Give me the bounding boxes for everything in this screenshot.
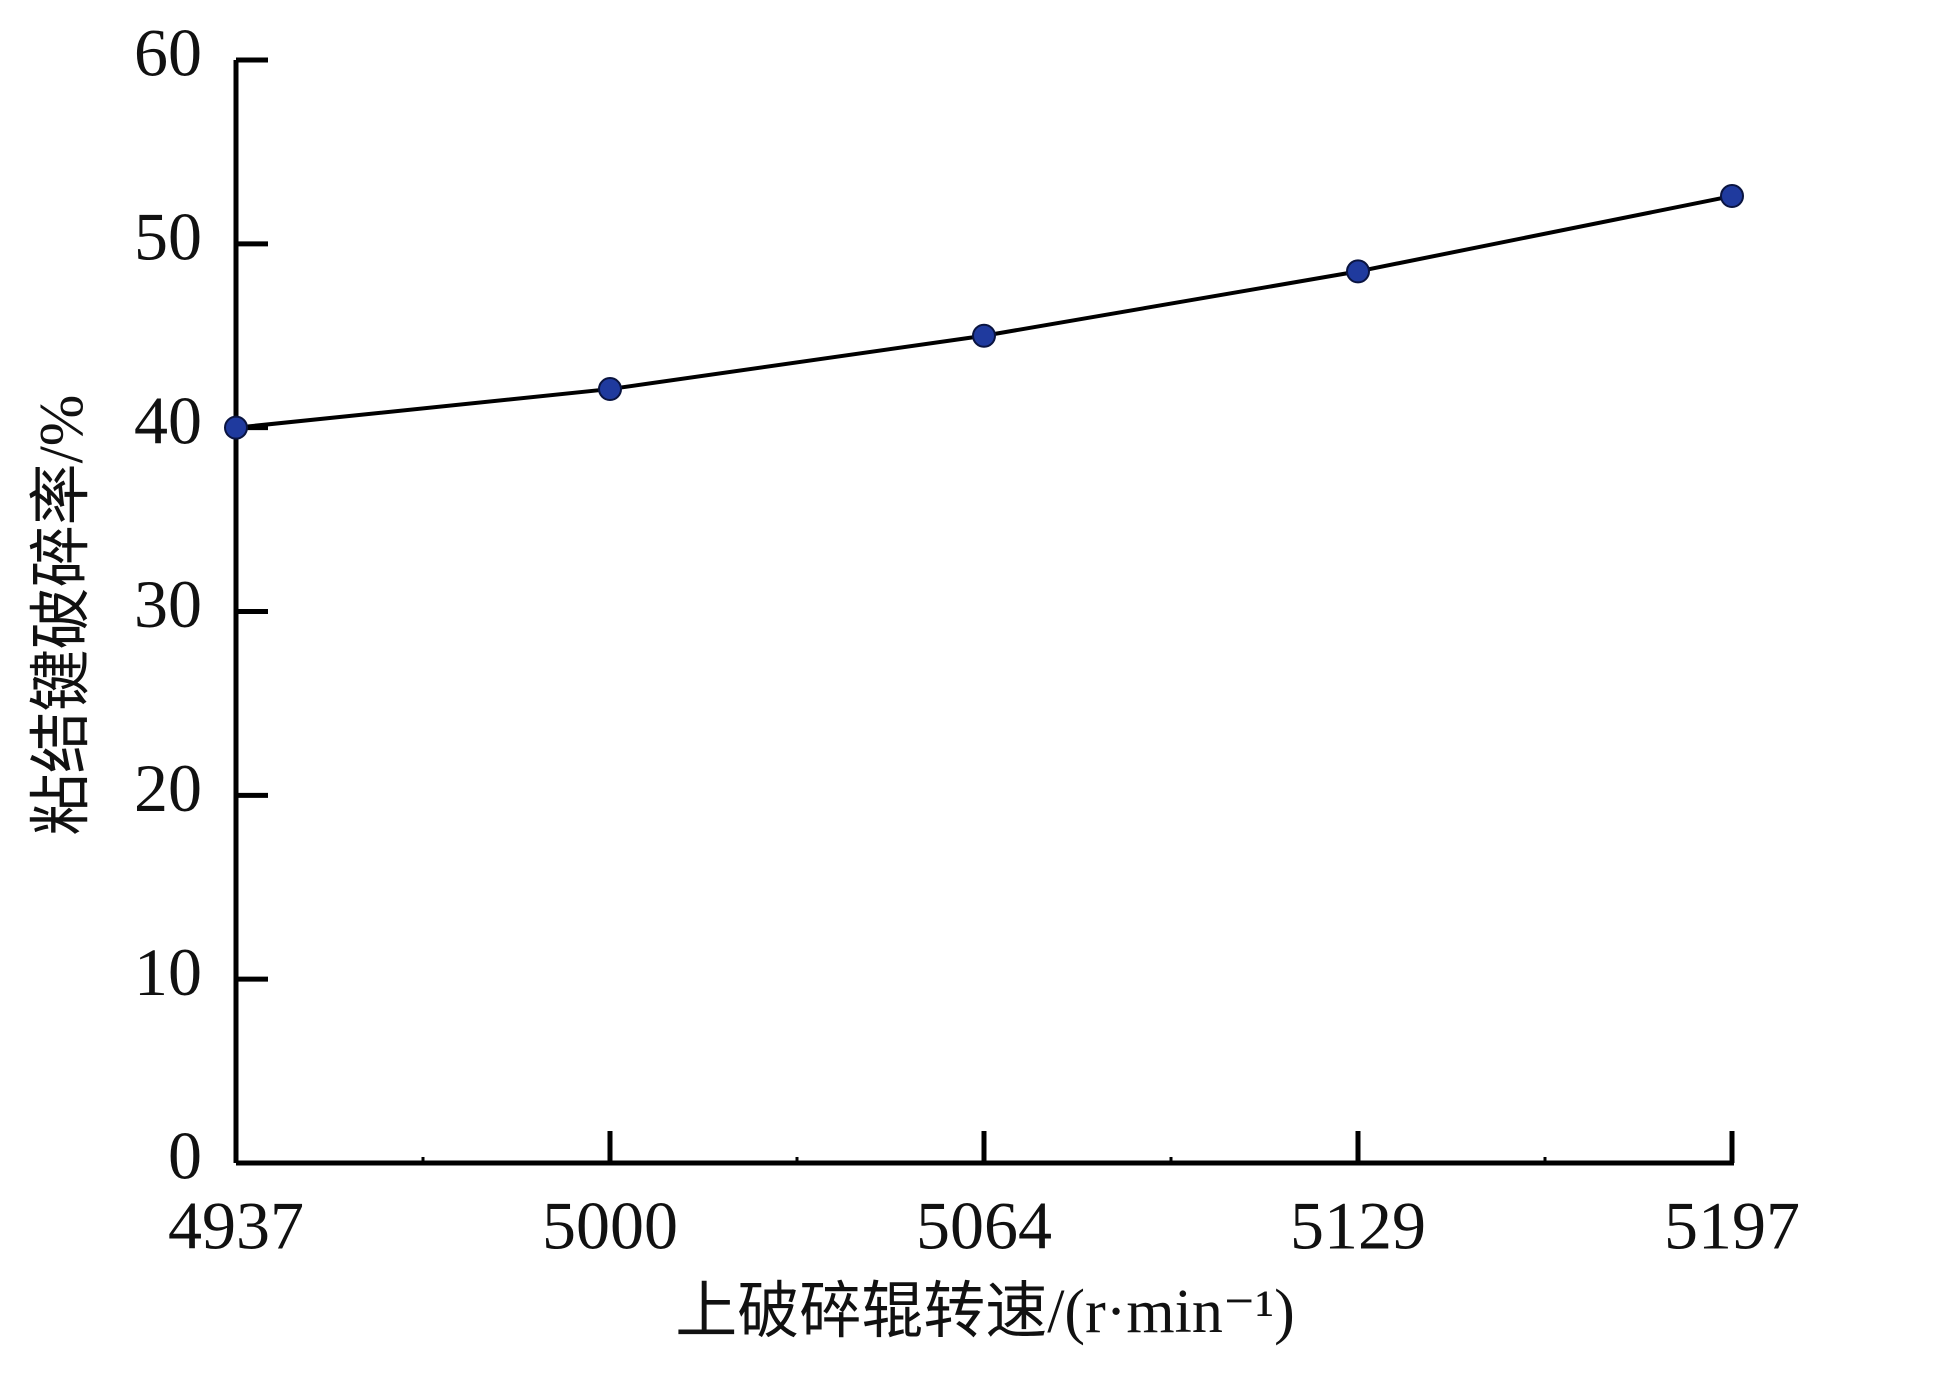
x-tick-label: 4937 xyxy=(168,1188,304,1264)
data-point xyxy=(1346,259,1370,284)
data-point xyxy=(598,377,622,402)
y-tick-label: 10 xyxy=(134,934,202,1010)
y-tick-label: 60 xyxy=(134,15,202,91)
x-tick-label: 5000 xyxy=(542,1188,678,1264)
series-line xyxy=(235,194,1733,430)
y-tick-label: 20 xyxy=(134,750,202,826)
y-tick-label: 50 xyxy=(134,198,202,274)
x-axis-title: 上破碎辊转速/(r·min⁻¹) xyxy=(675,1278,1295,1346)
y-tick-label: 30 xyxy=(134,566,202,642)
data-point xyxy=(224,415,248,440)
y-axis-title: 粘结键破碎率/% xyxy=(28,395,96,836)
y-tick-label: 40 xyxy=(134,382,202,458)
y-tick-label: 0 xyxy=(168,1118,202,1194)
x-tick-label: 5129 xyxy=(1290,1188,1426,1264)
x-tick-label: 5197 xyxy=(1664,1188,1800,1264)
x-tick-label: 5064 xyxy=(916,1188,1052,1264)
data-point xyxy=(1720,184,1744,209)
data-point xyxy=(972,323,996,348)
